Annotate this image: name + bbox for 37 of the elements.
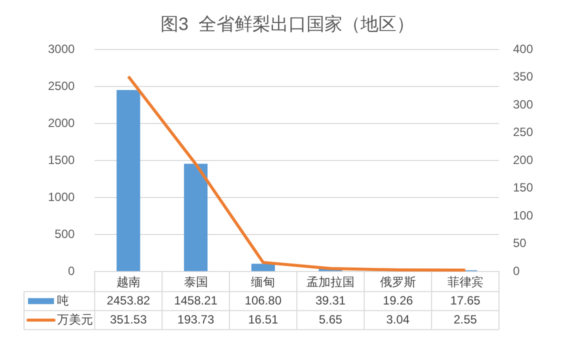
y-tick-label: 0 — [68, 264, 76, 278]
legend-label: 万美元 — [57, 312, 93, 326]
data-label: 17.65 — [450, 293, 481, 308]
chart-title: 图3 全省鲜梨出口国家（地区） — [160, 14, 415, 34]
y2-tick-label: 0 — [512, 264, 520, 278]
data-label: 39.31 — [316, 293, 346, 308]
data-label: 19.26 — [382, 293, 414, 308]
y2-tick-label: 200 — [512, 152, 534, 167]
y2-tick-label: 100 — [512, 208, 534, 222]
y-tick-label: 3000 — [48, 42, 76, 56]
y2-tick-label: 250 — [512, 125, 534, 140]
y2-tick-label: 150 — [512, 180, 534, 195]
x-tick-label: 缅甸 — [251, 275, 276, 290]
data-label: 1458.21 — [174, 293, 218, 308]
data-label: 106.80 — [244, 293, 282, 308]
data-label: 5.65 — [318, 312, 343, 326]
y-tick-label: 1000 — [48, 190, 76, 204]
x-tick-label: 菲律宾 — [447, 275, 484, 290]
data-label: 2453.82 — [106, 293, 150, 308]
data-label: 2.55 — [454, 312, 478, 326]
y2-tick-label: 300 — [512, 97, 534, 112]
legend-label: 吨 — [57, 293, 69, 308]
data-label: 3.04 — [386, 312, 410, 326]
y-tick-label: 500 — [54, 226, 76, 241]
y2-tick-label: 50 — [512, 236, 527, 250]
x-tick-label: 泰国 — [184, 275, 208, 290]
y-tick-label: 2500 — [48, 78, 76, 93]
y2-tick-label: 400 — [512, 42, 534, 56]
x-tick-label: 越南 — [116, 275, 140, 290]
y2-tick-label: 350 — [512, 70, 534, 84]
data-label: 193.73 — [177, 312, 214, 326]
y-tick-label: 2000 — [48, 116, 76, 130]
data-label: 351.53 — [110, 312, 148, 326]
x-tick-label: 孟加拉国 — [306, 275, 355, 290]
x-tick-label: 俄罗斯 — [380, 275, 416, 290]
y-tick-label: 1500 — [48, 152, 76, 167]
data-label: 16.51 — [248, 312, 278, 326]
